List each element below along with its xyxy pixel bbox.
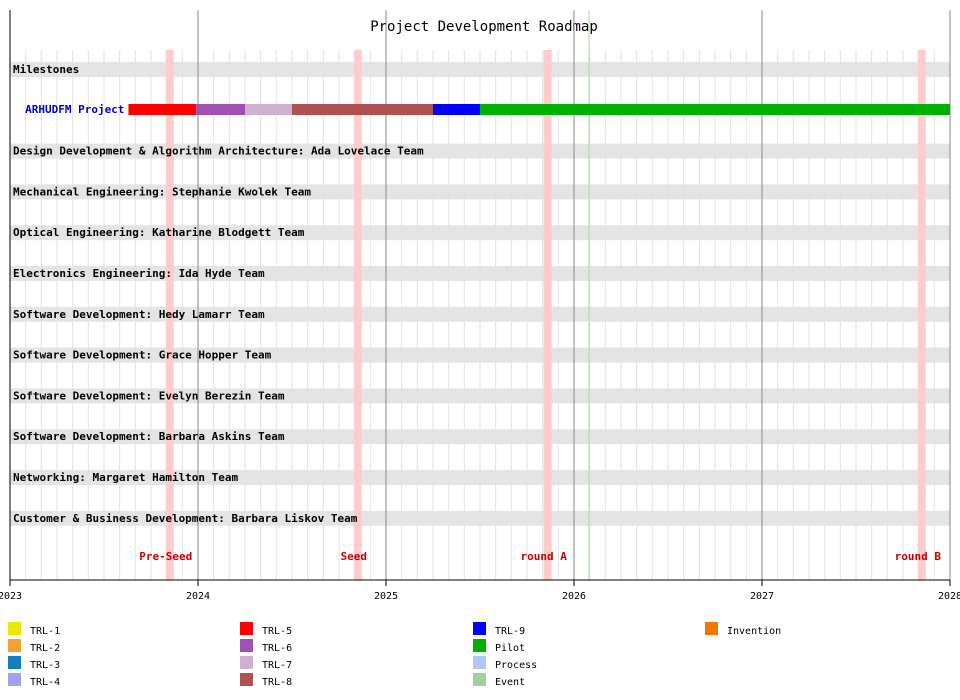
- milestone-band: [353, 50, 362, 580]
- chart-title: Project Development Roadmap: [370, 19, 598, 35]
- project-segment: [480, 104, 950, 115]
- row-label: Electronics Engineering: Ida Hyde Team: [13, 267, 265, 280]
- legend-swatch: [473, 673, 486, 686]
- milestone-label: Pre-Seed: [139, 550, 192, 563]
- milestone-label: round B: [895, 550, 942, 563]
- legend-label: TRL-6: [262, 643, 292, 654]
- project-segment: [128, 104, 197, 115]
- row-label: Mechanical Engineering: Stephanie Kwolek…: [13, 185, 311, 198]
- legend-swatch: [240, 656, 253, 669]
- project-segment: [433, 104, 480, 115]
- row-label: Software Development: Evelyn Berezin Tea…: [13, 389, 285, 402]
- x-tick-label: 2023: [0, 591, 22, 602]
- legend-label: TRL-8: [262, 677, 292, 688]
- project-label: ARHUDFM Project: [25, 103, 124, 116]
- legend-label: TRL-7: [262, 660, 292, 671]
- legend-label: Invention: [727, 626, 781, 637]
- legend-swatch: [8, 656, 21, 669]
- row-label: Customer & Business Development: Barbara…: [13, 512, 358, 525]
- legend-swatch: [240, 622, 253, 635]
- x-tick-label: 2025: [374, 591, 398, 602]
- legend-label: Event: [495, 677, 525, 688]
- legend-label: Pilot: [495, 643, 525, 654]
- row-label: Design Development & Algorithm Architect…: [13, 145, 424, 158]
- row-label: Software Development: Grace Hopper Team: [13, 349, 272, 362]
- row-label: Optical Engineering: Katharine Blodgett …: [13, 226, 305, 239]
- x-tick-label: 2024: [186, 591, 210, 602]
- row-label: Networking: Margaret Hamilton Team: [13, 471, 239, 484]
- milestone-band: [165, 50, 174, 580]
- x-tick-label: 2027: [750, 591, 774, 602]
- legend-label: Process: [495, 660, 537, 671]
- x-tick-label: 2026: [562, 591, 586, 602]
- x-tick-label: 2028: [938, 591, 960, 602]
- legend-swatch: [473, 639, 486, 652]
- legend-swatch: [473, 622, 486, 635]
- legend-label: TRL-3: [30, 660, 60, 671]
- project-segment: [292, 104, 433, 115]
- legend-swatch: [473, 656, 486, 669]
- row-label: Software Development: Hedy Lamarr Team: [13, 308, 265, 321]
- legend-label: TRL-5: [262, 626, 292, 637]
- legend-label: TRL-4: [30, 677, 60, 688]
- legend-label: TRL-2: [30, 643, 60, 654]
- legend-swatch: [8, 673, 21, 686]
- row-label: Software Development: Barbara Askins Tea…: [13, 430, 285, 443]
- milestone-label: round A: [521, 550, 568, 563]
- legend-swatch: [240, 639, 253, 652]
- milestone-band: [917, 50, 926, 580]
- legend-label: TRL-9: [495, 626, 525, 637]
- row-label: Milestones: [13, 63, 79, 76]
- legend-swatch: [705, 622, 718, 635]
- project-segment: [245, 104, 292, 115]
- legend-swatch: [240, 673, 253, 686]
- milestone-label: Seed: [341, 550, 368, 563]
- legend-swatch: [8, 622, 21, 635]
- project-segment: [196, 104, 245, 115]
- milestone-band: [543, 50, 552, 580]
- legend-swatch: [8, 639, 21, 652]
- legend-label: TRL-1: [30, 626, 60, 637]
